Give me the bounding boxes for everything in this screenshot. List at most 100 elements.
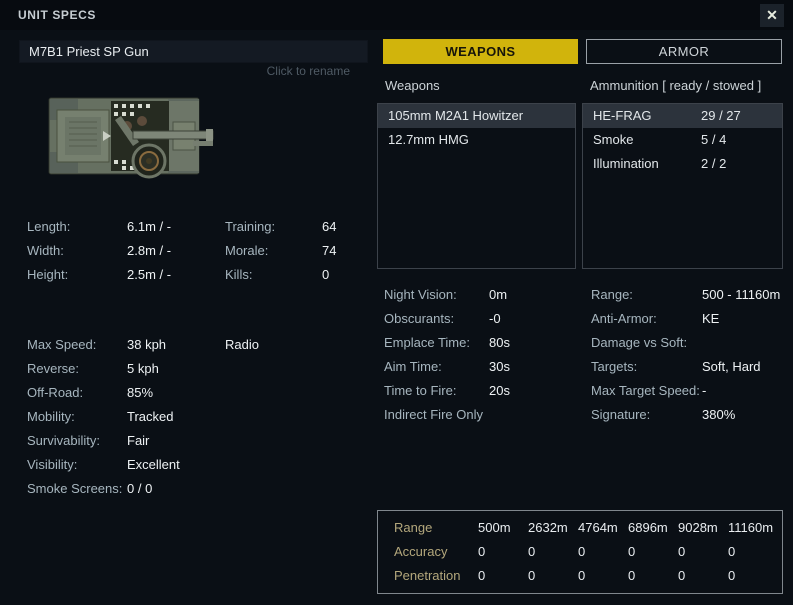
- table-row-label: Penetration: [394, 568, 461, 583]
- close-button[interactable]: ✕: [760, 4, 784, 27]
- stat-row: Max Target Speed: -: [591, 379, 791, 403]
- unit-name-input[interactable]: [19, 40, 368, 63]
- stat-row: Aim Time: 30s: [384, 355, 584, 379]
- stat-label: Smoke Screens:: [27, 481, 123, 496]
- stat-label: Training:: [225, 219, 276, 234]
- stat-label: Length:: [27, 219, 71, 234]
- stat-label: Kills:: [225, 267, 253, 282]
- stat-value: 5 kph: [127, 361, 159, 376]
- ammo-count: 5 / 4: [701, 132, 727, 147]
- ammunition-list: HE-FRAG 29 / 27 Smoke 5 / 4 Illumination…: [582, 103, 783, 269]
- ammo-count: 29 / 27: [701, 108, 741, 123]
- stat-value: 80s: [489, 335, 510, 350]
- table-row-label: Accuracy: [394, 544, 448, 559]
- table-cell: 0: [478, 568, 486, 583]
- tab-armor[interactable]: ARMOR: [586, 39, 782, 64]
- stat-row: Max Speed: 38 kph Radio: [27, 333, 367, 357]
- unit-top-view-image: [48, 97, 214, 179]
- stat-value: 2.5m / -: [127, 267, 172, 282]
- stat-label: Max Speed:: [27, 337, 97, 352]
- stat-row: Length: 6.1m / -: [27, 215, 222, 239]
- stat-value: 2.8m / -: [127, 243, 172, 258]
- table-cell: 9028m: [678, 520, 718, 535]
- stat-value: 380%: [702, 407, 736, 422]
- table-cell: 0: [578, 544, 586, 559]
- stat-value: 85%: [127, 385, 154, 400]
- stat-row: Emplace Time: 80s: [384, 331, 584, 355]
- table-cell: 0: [528, 544, 536, 559]
- weapon-stats-left: Night Vision: 0m Obscurants: -0 Emplace …: [384, 283, 584, 427]
- stat-value: KE: [702, 311, 720, 326]
- dialog-title: UNIT SPECS: [18, 8, 97, 22]
- stat-row: Obscurants: -0: [384, 307, 584, 331]
- table-row: Penetration 0 0 0 0 0 0: [378, 564, 782, 588]
- ammo-list-item[interactable]: Illumination 2 / 2: [583, 152, 782, 176]
- table-cell: 0: [628, 568, 636, 583]
- stat-label: Off-Road:: [27, 385, 84, 400]
- stat-label: Reverse:: [27, 361, 80, 376]
- mobility-stats: Max Speed: 38 kph Radio Reverse: 5 kph O…: [27, 333, 367, 501]
- weapon-list-item[interactable]: 105mm M2A1 Howitzer: [378, 104, 575, 128]
- stat-label: Range:: [591, 287, 633, 302]
- ammo-name: HE-FRAG: [593, 108, 652, 123]
- table-cell: 0: [728, 544, 736, 559]
- ammo-name: Smoke: [593, 132, 634, 147]
- stat-value: 6.1m / -: [127, 219, 172, 234]
- rename-hint: Click to rename: [266, 64, 350, 78]
- weapon-name: 105mm M2A1 Howitzer: [388, 108, 524, 123]
- stat-value: 20s: [489, 383, 510, 398]
- table-cell: 11160m: [728, 520, 774, 535]
- ammunition-list-header: Ammunition [ ready / stowed ]: [590, 78, 762, 93]
- stat-value: 38 kph: [127, 337, 167, 352]
- stat-row: Range: 500 - 11160m: [591, 283, 791, 307]
- stat-value: Tracked: [127, 409, 174, 424]
- title-bar: UNIT SPECS ✕: [0, 0, 793, 30]
- stat-label: Targets:: [591, 359, 638, 374]
- table-row-label: Range: [394, 520, 433, 535]
- stat-value: 0 / 0: [127, 481, 153, 496]
- stat-value: 0m: [489, 287, 508, 302]
- stat-value: 74: [322, 243, 337, 258]
- ammo-list-item[interactable]: Smoke 5 / 4: [583, 128, 782, 152]
- table-cell: 0: [628, 544, 636, 559]
- stat-row: Training: 64: [225, 215, 355, 239]
- range-accuracy-table: Range 500m 2632m 4764m 6896m 9028m 11160…: [377, 510, 783, 594]
- table-cell: 500m: [478, 520, 511, 535]
- stat-row: Visibility: Excellent: [27, 453, 367, 477]
- table-cell: 2632m: [528, 520, 568, 535]
- stat-row: Width: 2.8m / -: [27, 239, 222, 263]
- stat-label: Anti-Armor:: [591, 311, 657, 326]
- ammo-list-item[interactable]: HE-FRAG 29 / 27: [583, 104, 782, 128]
- stat-value: Fair: [127, 433, 150, 448]
- stat-label: Mobility:: [27, 409, 75, 424]
- ammo-count: 2 / 2: [701, 156, 727, 171]
- stat-label: Damage vs Soft:: [591, 335, 688, 350]
- stat-label: Height:: [27, 267, 69, 282]
- crew-stats: Training: 64 Morale: 74 Kills: 0: [225, 215, 355, 287]
- table-cell: 0: [678, 568, 686, 583]
- stat-row: Off-Road: 85%: [27, 381, 367, 405]
- table-row: Range 500m 2632m 4764m 6896m 9028m 11160…: [378, 516, 782, 540]
- table-cell: 0: [678, 544, 686, 559]
- stat-value: 30s: [489, 359, 510, 374]
- stat-value: 64: [322, 219, 337, 234]
- table-cell: 0: [578, 568, 586, 583]
- weapons-list-header: Weapons: [385, 78, 440, 93]
- table-cell: 0: [528, 568, 536, 583]
- stat-row: Height: 2.5m / -: [27, 263, 222, 287]
- tab-weapons[interactable]: WEAPONS: [383, 39, 578, 64]
- table-cell: 0: [728, 568, 736, 583]
- stat-value: -: [702, 383, 707, 398]
- stat-label: Morale:: [225, 243, 269, 258]
- weapon-name: 12.7mm HMG: [388, 132, 469, 147]
- stat-label: Signature:: [591, 407, 651, 422]
- dimension-stats: Length: 6.1m / - Width: 2.8m / - Height:…: [27, 215, 222, 287]
- weapon-list-item[interactable]: 12.7mm HMG: [378, 128, 575, 152]
- stat-value: 0: [322, 267, 330, 282]
- stat-value: Soft, Hard: [702, 359, 761, 374]
- stat-label: Time to Fire:: [384, 383, 457, 398]
- stat-label: Indirect Fire Only: [384, 407, 483, 422]
- stat-value: -0: [489, 311, 501, 326]
- stat-row: Mobility: Tracked: [27, 405, 367, 429]
